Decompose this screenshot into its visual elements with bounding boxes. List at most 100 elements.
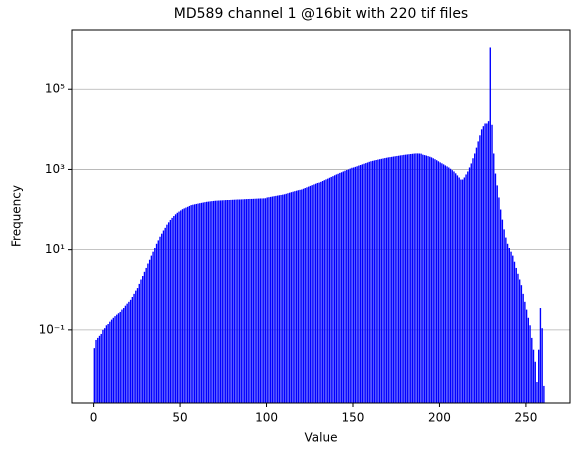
bar: [180, 210, 182, 403]
bar: [140, 279, 142, 403]
bar: [280, 194, 282, 403]
bar: [230, 199, 232, 403]
bar: [361, 164, 364, 403]
bar: [176, 212, 178, 403]
bar: [316, 182, 319, 403]
bar: [309, 185, 312, 403]
bar: [119, 311, 121, 403]
x-tick-label: 200: [428, 411, 451, 425]
bar: [484, 123, 486, 404]
bar: [100, 333, 102, 403]
bar: [356, 166, 358, 403]
bar: [240, 199, 242, 403]
bar: [416, 153, 419, 403]
bar: [244, 199, 246, 403]
bar: [186, 206, 189, 403]
bar: [366, 162, 369, 403]
bar: [275, 195, 277, 403]
bar: [404, 154, 407, 403]
bar: [314, 183, 317, 403]
bar: [435, 160, 438, 403]
bar: [392, 156, 395, 403]
bar: [384, 158, 386, 403]
bar: [499, 209, 502, 403]
bar: [423, 155, 426, 403]
bar: [123, 308, 125, 403]
bar: [128, 301, 130, 403]
bar: [285, 193, 287, 403]
bar: [155, 243, 158, 403]
bar: [183, 208, 185, 403]
bar: [152, 251, 154, 403]
bar: [534, 361, 536, 403]
bar: [325, 179, 327, 403]
bar: [496, 185, 498, 403]
bar: [425, 155, 427, 403]
bar: [508, 247, 510, 403]
bar: [455, 173, 457, 403]
bar: [254, 198, 256, 403]
bar: [391, 156, 393, 403]
bar: [218, 200, 220, 403]
bar: [359, 165, 362, 403]
bar: [456, 175, 459, 403]
bar: [358, 165, 360, 403]
bar: [512, 255, 514, 403]
bar: [290, 192, 293, 403]
bar: [294, 191, 296, 403]
x-tick-label: 100: [255, 411, 278, 425]
bar: [250, 198, 253, 403]
bar: [475, 147, 478, 403]
bar: [354, 166, 357, 403]
bar: [204, 202, 206, 403]
bar: [266, 197, 268, 403]
bar: [328, 177, 331, 403]
bar: [320, 181, 322, 403]
bar: [372, 160, 374, 403]
bar: [494, 173, 497, 403]
bar: [448, 167, 450, 403]
bar: [257, 198, 260, 403]
bar: [330, 176, 332, 403]
bar: [164, 227, 166, 403]
bar: [295, 190, 298, 403]
bar: [102, 329, 104, 403]
bar: [297, 190, 300, 403]
bar: [467, 171, 469, 403]
bar: [420, 153, 422, 403]
bar: [539, 308, 542, 403]
bar: [226, 200, 229, 403]
bar: [397, 155, 400, 403]
y-axis-label: Frequency: [10, 185, 24, 247]
bar: [124, 305, 127, 403]
bar: [199, 203, 201, 403]
bar: [147, 263, 149, 403]
bar: [363, 163, 365, 403]
bar: [200, 202, 203, 403]
bar: [482, 126, 485, 403]
bar: [337, 173, 339, 403]
bar: [142, 276, 144, 403]
bar: [311, 185, 313, 403]
bar: [256, 198, 258, 403]
bar: [432, 158, 434, 403]
y-tick-label: 10¹: [45, 242, 65, 256]
bar: [269, 196, 272, 403]
bar: [422, 154, 424, 403]
bar: [401, 155, 403, 403]
bar: [489, 47, 491, 403]
bar: [306, 187, 308, 403]
bar: [342, 171, 344, 403]
bar: [148, 259, 151, 403]
bar: [429, 156, 431, 403]
x-tick-label: 250: [514, 411, 537, 425]
bar: [304, 188, 306, 403]
bar: [477, 141, 479, 404]
bar: [505, 237, 507, 403]
bar: [465, 174, 467, 403]
bar: [192, 204, 194, 403]
bar: [531, 337, 533, 403]
bar: [178, 211, 180, 403]
bar: [301, 189, 303, 403]
